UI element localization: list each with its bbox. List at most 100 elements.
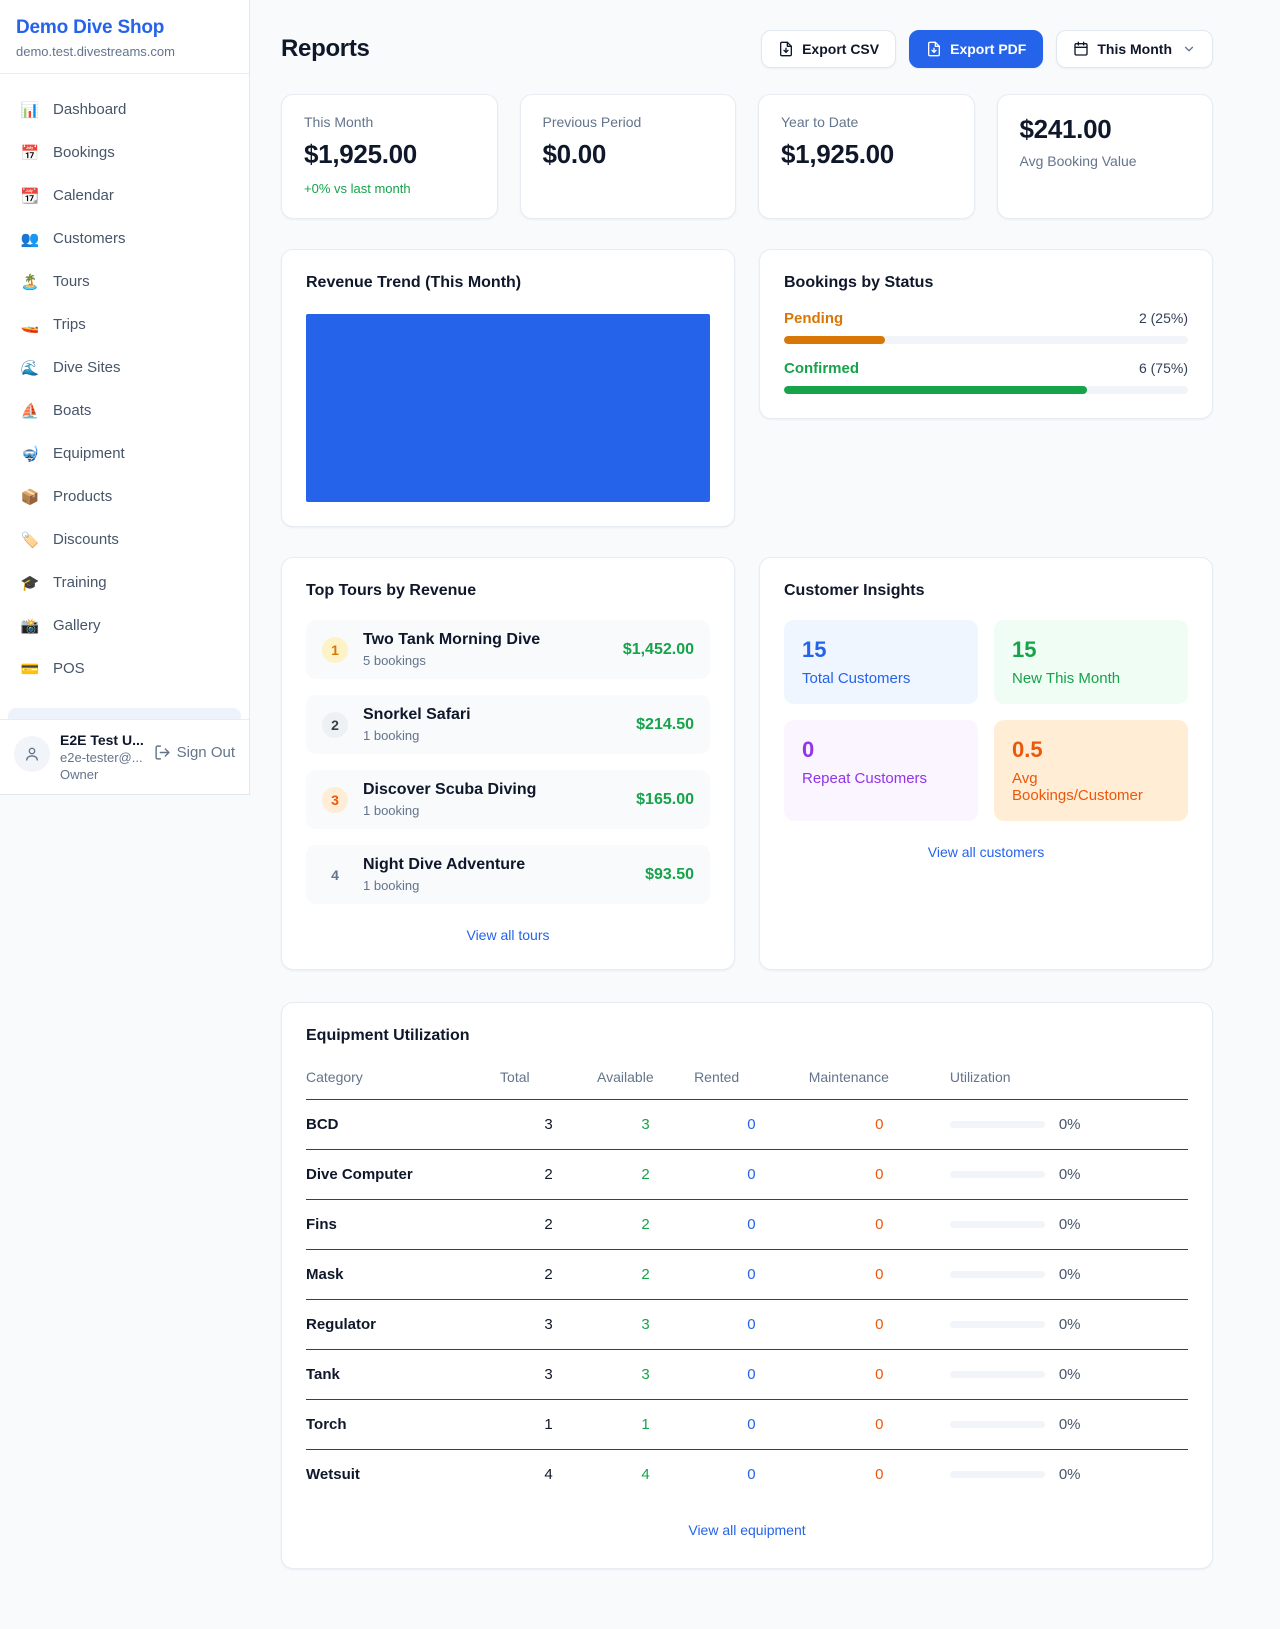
equipment-category: Dive Computer (306, 1166, 413, 1183)
calendar-icon (1074, 41, 1089, 56)
equipment-maintenance: 0 (875, 1166, 884, 1183)
sidebar-item[interactable]: 📆 Calendar (8, 174, 241, 217)
user-info: E2E Test U... e2e-tester@... Owner (60, 732, 144, 782)
insight-tile: 0.5 Avg Bookings/Customer (994, 720, 1188, 821)
utilization-wrap: 0% (949, 1416, 1188, 1433)
export-csv-button[interactable]: Export CSV (761, 30, 897, 68)
insights-row: Top Tours by Revenue 1 Two Tank Morning … (281, 557, 1213, 970)
nav-item-label: Customers (53, 230, 126, 247)
bookings-by-status-title: Bookings by Status (784, 274, 934, 291)
equipment-total: 2 (544, 1166, 553, 1183)
tour-list-item: 4 Night Dive Adventure 1 booking $93.50 (306, 845, 710, 904)
tour-list: 1 Two Tank Morning Dive 5 bookings $1,45… (306, 600, 710, 904)
equipment-table-row: Dive Computer 2 2 0 0 0% (306, 1150, 1188, 1200)
equipment-rented: 0 (747, 1466, 756, 1483)
equipment-table-header: Category Total Available Rented Maintena… (306, 1059, 1188, 1100)
tour-bookings: 5 bookings (363, 653, 426, 668)
sidebar-item[interactable]: 🚤 Trips (8, 303, 241, 346)
nav-item-icon: 📅 (20, 144, 40, 162)
sidebar-item[interactable]: 📸 Gallery (8, 604, 241, 647)
export-pdf-label: Export PDF (950, 41, 1027, 57)
view-all-tours-link[interactable]: View all tours (466, 927, 550, 943)
stat-value: $1,925.00 (781, 139, 894, 169)
nav-item-label: Bookings (53, 144, 115, 161)
equipment-utilization-cell: 0% (949, 1350, 1188, 1400)
equipment-table-row: Mask 2 2 0 0 0% (306, 1250, 1188, 1300)
sidebar-item[interactable]: 👥 Customers (8, 217, 241, 260)
user-name: E2E Test U... (60, 732, 144, 748)
equipment-utilization-cell: 0% (949, 1300, 1188, 1350)
stat-value: $0.00 (542, 139, 607, 169)
insight-tile: 0 Repeat Customers (784, 720, 978, 821)
equipment-available: 3 (641, 1316, 650, 1333)
nav-item-label: Equipment (53, 445, 125, 462)
file-download-icon (780, 41, 793, 57)
column-header-utilization: Utilization (949, 1069, 1011, 1085)
utilization-bar-track (949, 1421, 1045, 1428)
top-tours-card: Top Tours by Revenue 1 Two Tank Morning … (281, 557, 735, 970)
export-pdf-button[interactable]: Export PDF (909, 30, 1044, 68)
equipment-maintenance: 0 (875, 1366, 884, 1383)
utilization-bar-track (949, 1471, 1045, 1478)
revenue-trend-title: Revenue Trend (This Month) (306, 274, 522, 291)
equipment-category: Fins (306, 1216, 337, 1233)
sidebar-item[interactable]: 📊 Dashboard (8, 88, 241, 131)
utilization-wrap: 0% (949, 1366, 1188, 1383)
utilization-wrap: 0% (949, 1466, 1188, 1483)
stat-value: $241.00 (1019, 114, 1112, 144)
sidebar-item[interactable]: 💳 POS (8, 647, 241, 690)
sidebar-item[interactable]: 📅 Bookings (8, 131, 241, 174)
sidebar: Demo Dive Shop demo.test.divestreams.com… (0, 0, 250, 795)
nav-item-icon: 📸 (20, 617, 40, 635)
tour-list-item: 3 Discover Scuba Diving 1 booking $165.0… (306, 770, 710, 829)
utilization-wrap: 0% (949, 1116, 1188, 1133)
equipment-total: 2 (544, 1266, 553, 1283)
period-dropdown[interactable]: This Month (1056, 30, 1213, 68)
customer-insights-card: Customer Insights 15 Total Customers 15 … (759, 557, 1213, 970)
equipment-maintenance: 0 (875, 1466, 884, 1483)
bookings-by-status-card: Bookings by Status Pending 2 (25%) (759, 249, 1213, 419)
nav-item-icon: 📊 (20, 101, 40, 119)
sidebar-item[interactable]: ⛵ Boats (8, 389, 241, 432)
tour-name: Snorkel Safari (363, 706, 471, 723)
stat-card-previous-period: Previous Period $0.00 (519, 94, 736, 219)
nav-item-label: Calendar (53, 187, 114, 204)
sidebar-item[interactable]: 🏷️ Discounts (8, 518, 241, 561)
sidebar-item[interactable]: 📦 Products (8, 475, 241, 518)
sidebar-nav: 📊 Dashboard 📅 Bookings 📆 Calendar 👥 Cust… (0, 74, 249, 708)
equipment-maintenance: 0 (875, 1216, 884, 1233)
equipment-rented: 0 (747, 1216, 756, 1233)
stat-label: Avg Booking Value (1019, 153, 1137, 169)
view-all-customers-link[interactable]: View all customers (927, 844, 1045, 860)
equipment-category: BCD (306, 1116, 339, 1133)
sign-out-button[interactable]: Sign Out (154, 744, 235, 761)
status-value: 2 (25%) (1138, 310, 1188, 326)
tour-info: Snorkel Safari 1 booking (363, 706, 471, 743)
nav-item-label: Products (53, 488, 113, 505)
sidebar-item[interactable]: 🎓 Training (8, 561, 241, 604)
sidebar-item[interactable]: 🌊 Dive Sites (8, 346, 241, 389)
equipment-category: Mask (306, 1266, 344, 1283)
utilization-percent: 0% (1058, 1216, 1081, 1233)
nav-item-label: Trips (53, 316, 86, 333)
equipment-utilization-cell: 0% (949, 1450, 1188, 1500)
shop-name: Demo Dive Shop (16, 17, 165, 38)
view-all-equipment-row: View all equipment (306, 1522, 1188, 1540)
selected-nav-item-partial[interactable] (8, 708, 241, 719)
sidebar-item[interactable]: 🤿 Equipment (8, 432, 241, 475)
equipment-rented: 0 (747, 1266, 756, 1283)
export-csv-label: Export CSV (802, 41, 880, 57)
sidebar-item[interactable]: 🏝️ Tours (8, 260, 241, 303)
equipment-available: 2 (641, 1166, 650, 1183)
tour-info: Night Dive Adventure 1 booking (363, 856, 525, 893)
column-header-total: Total (500, 1069, 530, 1085)
tour-bookings: 1 booking (363, 803, 420, 818)
equipment-rented: 0 (747, 1316, 756, 1333)
view-all-equipment-link[interactable]: View all equipment (688, 1522, 806, 1538)
equipment-available: 4 (641, 1466, 650, 1483)
tour-bookings: 1 booking (363, 878, 420, 893)
insight-value: 0.5 (1012, 737, 1043, 762)
revenue-trend-card: Revenue Trend (This Month) (281, 249, 735, 527)
equipment-rented: 0 (747, 1166, 756, 1183)
equipment-available: 2 (641, 1266, 650, 1283)
